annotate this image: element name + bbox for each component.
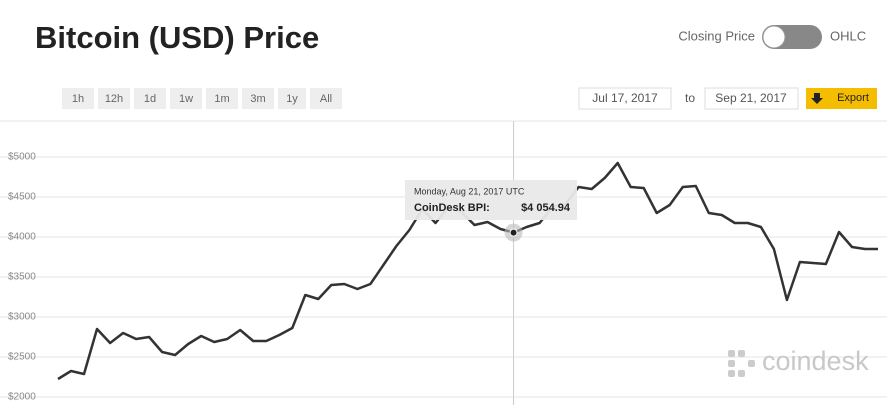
range-button-text: 1d [144, 93, 156, 105]
toggle-knob[interactable] [762, 25, 786, 49]
y-tick-label: $2000 [8, 392, 36, 403]
export-icon [811, 93, 823, 104]
y-tick-label: $3500 [8, 272, 36, 283]
watermark-text: coindesk [762, 346, 869, 376]
range-button-text: 1y [286, 93, 298, 105]
title: Bitcoin (USD) Price [35, 20, 319, 55]
tooltip [405, 180, 577, 220]
date-to-text: Sep 21, 2017 [715, 91, 787, 105]
range-button-text: 1w [179, 93, 193, 105]
y-tick-label: $4500 [8, 192, 36, 203]
date-to[interactable] [704, 87, 799, 110]
range-button-text: 1m [214, 93, 229, 105]
range-button[interactable] [134, 88, 166, 109]
hover-point [509, 228, 518, 237]
range-button[interactable] [310, 88, 342, 109]
y-tick-label: $4000 [8, 232, 36, 243]
toggle-left-label: Closing Price [678, 28, 755, 43]
y-tick-label: $5000 [8, 152, 36, 163]
y-tick-label: $3000 [8, 312, 36, 323]
range-button[interactable] [242, 88, 274, 109]
date-to-label: to [685, 91, 695, 105]
export-button[interactable] [806, 88, 877, 109]
range-button-text: 12h [105, 93, 123, 105]
y-tick-label: $2500 [8, 352, 36, 363]
tooltip-label: CoinDesk BPI: [414, 202, 490, 214]
range-button[interactable] [206, 88, 238, 109]
date-from[interactable] [578, 87, 672, 110]
toggle-right-label: OHLC [830, 28, 866, 43]
range-button[interactable] [62, 88, 94, 109]
range-button-text: All [320, 93, 332, 105]
range-button[interactable] [170, 88, 202, 109]
tooltip-title: Monday, Aug 21, 2017 UTC [414, 186, 525, 196]
range-button-text: 1h [72, 93, 84, 105]
range-button-text: 3m [250, 93, 265, 105]
export-text: Export [837, 92, 869, 104]
range-button[interactable] [278, 88, 306, 109]
watermark [728, 350, 755, 377]
tooltip-value: $4 054.94 [521, 202, 571, 214]
date-from-text: Jul 17, 2017 [592, 91, 658, 105]
range-button[interactable] [98, 88, 130, 109]
